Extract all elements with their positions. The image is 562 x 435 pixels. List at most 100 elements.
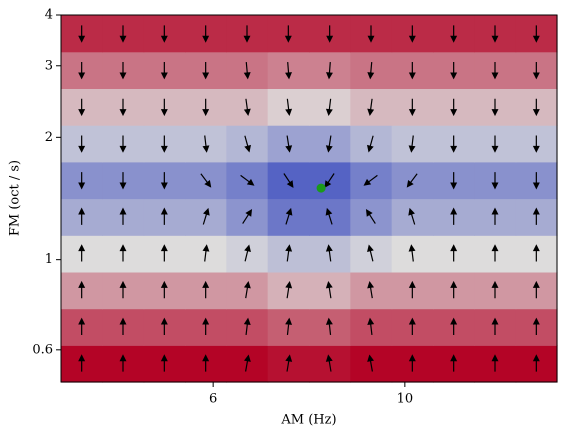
quiver-arrow — [532, 280, 540, 299]
quiver-arrow — [202, 98, 210, 117]
quiver-arrow — [119, 98, 127, 117]
x-tick-label: 6 — [209, 392, 217, 407]
quiver-arrow — [491, 244, 499, 262]
quiver-arrow — [202, 62, 210, 80]
quiver-arrow — [532, 317, 540, 335]
quiver-arrow — [160, 62, 168, 80]
quiver-arrow — [78, 317, 86, 335]
quiver-arrow — [160, 207, 168, 225]
quiver-arrow — [450, 354, 458, 372]
quiver-arrow — [532, 207, 540, 225]
quiver-arrow — [491, 98, 499, 117]
quiver-arrow — [532, 135, 540, 153]
plot-frame — [60, 14, 558, 383]
quiver-arrow — [160, 98, 168, 117]
quiver-arrow — [367, 98, 375, 117]
quiver-arrow — [285, 62, 292, 80]
quiver-arrow — [285, 135, 293, 153]
quiver-arrow — [325, 98, 333, 117]
quiver-arrow — [367, 62, 375, 80]
quiver-arrow — [202, 207, 210, 225]
quiver-arrow — [284, 25, 292, 43]
quiver-arrow — [325, 354, 333, 372]
quiver-arrow — [532, 244, 540, 262]
quiver-arrow — [491, 354, 499, 372]
quiver-arrow — [365, 208, 376, 224]
quiver-arrow — [491, 172, 499, 190]
quiver-arrow — [491, 25, 499, 43]
quiver-arrow — [202, 244, 210, 262]
quiver-arrow — [450, 172, 458, 190]
quiver-arrow — [491, 207, 499, 225]
quiver-arrow — [119, 135, 127, 153]
quiver-arrow — [325, 207, 333, 225]
quiver-arrow — [408, 280, 416, 299]
quiver-arrow — [450, 25, 458, 43]
quiver-arrow — [532, 98, 540, 117]
quiver-arrow — [160, 172, 168, 190]
quiver-arrow — [202, 280, 210, 299]
quiver-arrow — [285, 354, 293, 372]
quiver-arrow — [450, 62, 458, 80]
quiver-arrow — [78, 25, 86, 43]
quiver-arrow — [324, 173, 335, 188]
quiver-arrow — [406, 173, 418, 188]
quiver-arrow — [78, 135, 86, 153]
quiver-arrow — [367, 354, 375, 372]
quiver-arrow — [243, 25, 251, 43]
quiver-arrow — [119, 280, 127, 299]
quiver-arrow — [119, 317, 127, 335]
quiver-arrow — [285, 98, 293, 117]
quiver-arrow — [119, 62, 127, 80]
quiver-arrow — [491, 135, 499, 153]
quiver-arrow — [408, 25, 416, 43]
quiver-arrow — [78, 207, 86, 225]
quiver-arrow — [367, 317, 375, 335]
quiver-arrow — [408, 62, 416, 80]
quiver-arrow — [242, 208, 253, 224]
quiver-arrow — [326, 25, 334, 43]
quiver-arrow — [367, 281, 375, 299]
quiver-arrow — [243, 98, 251, 117]
quiver-arrow — [200, 173, 212, 188]
quiver-arrow — [119, 354, 127, 372]
quiver-arrow — [408, 354, 416, 372]
quiver-arrow — [285, 317, 293, 335]
quiver-arrow — [78, 62, 86, 80]
quiver-arrow — [160, 244, 168, 262]
quiver-arrow — [408, 98, 416, 117]
quiver-arrow — [285, 281, 293, 299]
quiver-arrow — [491, 317, 499, 335]
quiver-arrow — [450, 317, 458, 335]
contour-field — [61, 15, 558, 383]
quiver-arrow — [325, 317, 333, 335]
quiver-arrow — [408, 317, 416, 335]
quiver-arrow — [244, 244, 251, 262]
quiver-arrow — [202, 25, 210, 43]
quiver-arrow — [367, 25, 375, 43]
y-tick-label: 0.6 — [32, 342, 53, 357]
quiver-arrow — [202, 317, 210, 335]
quiver-arrow — [119, 207, 127, 225]
quiver-arrow — [119, 172, 127, 190]
quiver-arrow — [160, 280, 168, 299]
quiver-arrow — [450, 135, 458, 153]
x-axis-label: AM (Hz) — [280, 413, 336, 428]
y-tick-label: 3 — [45, 58, 53, 73]
quiver-arrow — [78, 354, 86, 372]
quiver-arrow — [450, 244, 458, 262]
quiver-arrow — [326, 62, 333, 80]
quiver-arrow — [408, 207, 416, 225]
quiver-arrow — [491, 280, 499, 299]
quiver-arrow — [285, 207, 293, 225]
quiver-arrow — [160, 354, 168, 372]
y-axis-label: FM (oct / s) — [8, 160, 23, 236]
quiver-arrow — [450, 280, 458, 299]
quiver-arrow — [532, 62, 540, 80]
quiver-arrow — [491, 62, 499, 80]
quiver-arrow — [243, 62, 251, 80]
quiver-arrow — [325, 244, 333, 262]
quiver-arrow — [363, 174, 378, 186]
y-tick-label: 2 — [45, 130, 53, 145]
